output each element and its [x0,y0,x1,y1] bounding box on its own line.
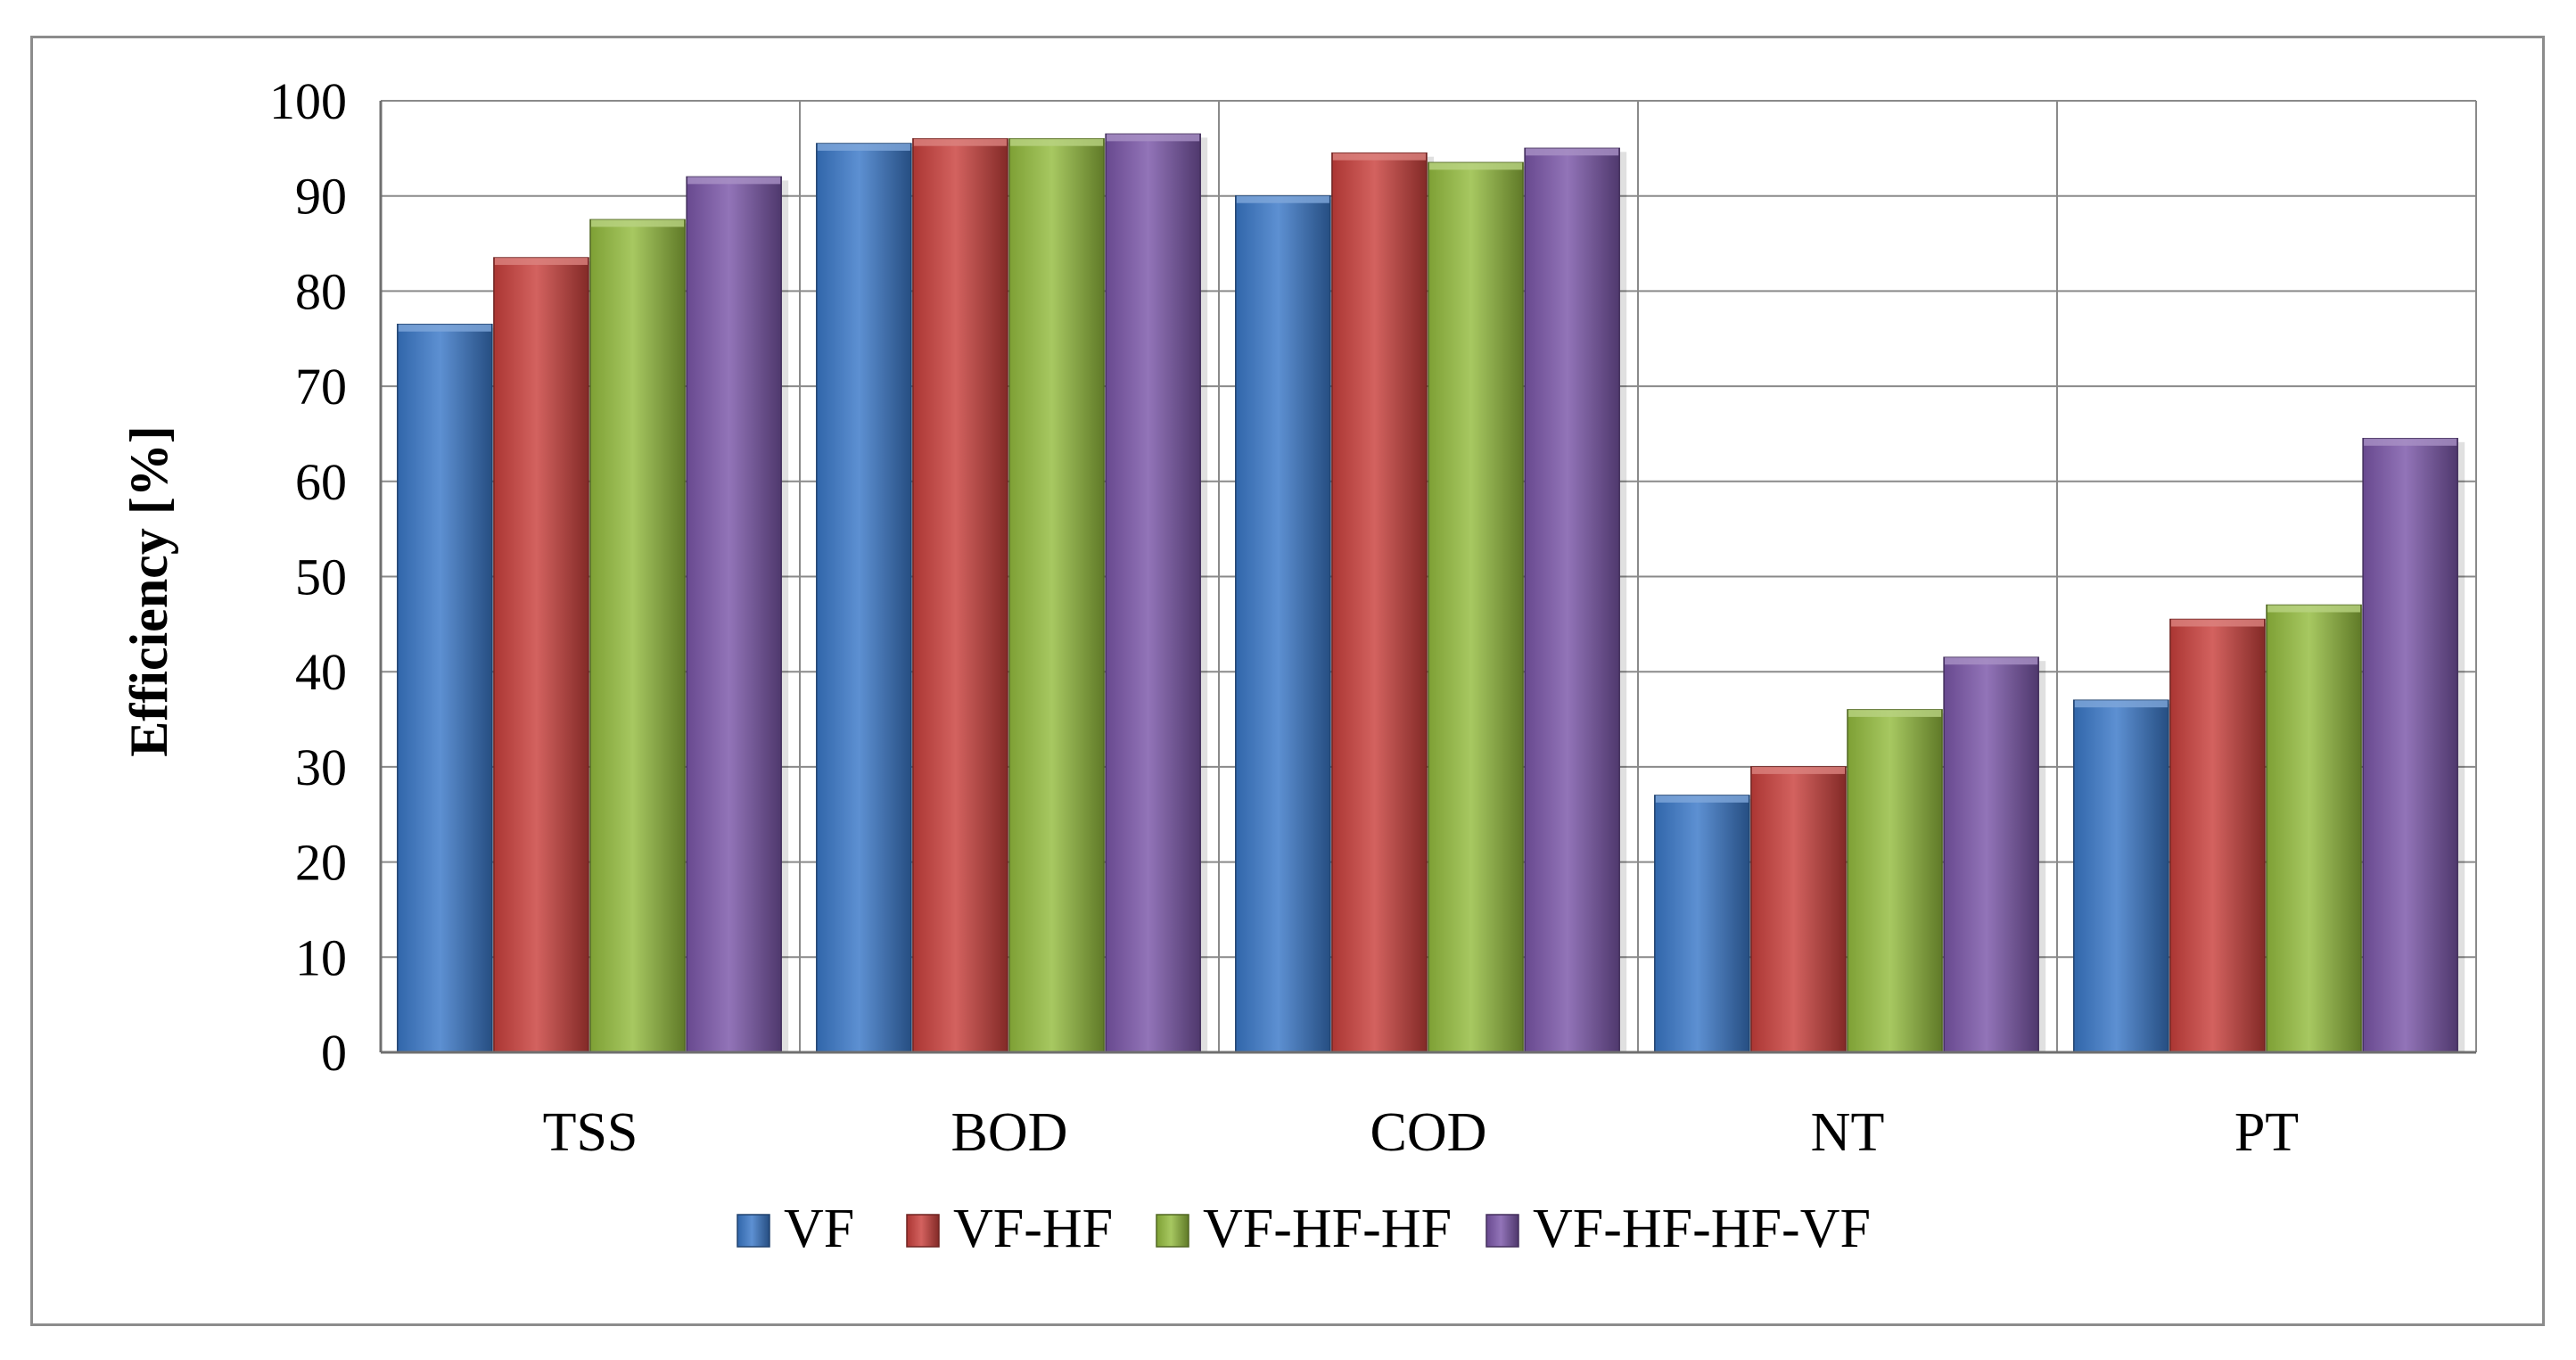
bar-top-highlight [1526,148,1619,156]
bar-top-highlight [2364,438,2457,446]
bar-top-highlight [913,138,1007,146]
bar-tss-vf-hf [493,257,589,1053]
bar-top-highlight [1655,795,1749,803]
y-tick-label: 60 [295,453,347,511]
bar-cod-vf [1235,194,1331,1053]
y-tick-label: 10 [295,928,347,986]
bar-tss-vf [397,323,493,1053]
y-tick-label: 50 [295,548,347,606]
bar-pt-vf-hf-hf-vf [2362,438,2458,1053]
y-tick-label: 30 [295,738,347,796]
bar-top-highlight [1945,657,2038,665]
bar-chart: 0 10 20 30 40 50 60 70 80 90 100 TSS BOD COD NT PT Eff… [119,72,2477,1259]
bar-top-highlight [1107,134,1200,142]
bar-cod-vf-hf-hf-vf [1524,147,1620,1053]
x-category-label: COD [1370,1102,1487,1163]
y-tick-label: 70 [295,358,347,416]
bar-top-highlight [817,144,910,152]
bar-tss-vf-hf-hf-vf [686,176,782,1053]
legend-label: VF-HF [953,1199,1113,1259]
x-category-labels: TSS BOD COD NT PT [543,1102,2300,1163]
bar-top-highlight [1751,766,1845,774]
bar-nt-vf [1654,795,1750,1053]
legend-label: VF-HF-HF-VF [1533,1199,1871,1259]
bar-top-highlight [1332,152,1426,161]
x-category-label: TSS [543,1102,638,1163]
legend: VF VF-HF VF-HF-HF VF-HF-HF-VF [737,1199,1871,1259]
y-tick-label: 90 [295,168,347,226]
y-tick-labels: 0 10 20 30 40 50 60 70 80 90 100 [269,72,347,1082]
legend-swatch [906,1214,940,1248]
legend-item-vf-hf-hf-vf: VF-HF-HF-VF [1486,1199,1871,1259]
bar-bod-vf-hf [912,137,1008,1053]
legend-label: VF [784,1199,854,1259]
bar-pt-vf [2073,699,2169,1053]
legend-swatch [1156,1214,1189,1248]
y-tick-label: 100 [269,72,347,130]
bar-top-highlight [2170,619,2264,627]
legend-item-vf-hf: VF-HF [906,1199,1113,1259]
bar-top-highlight [398,324,491,332]
chart-frame: 0 10 20 30 40 50 60 70 80 90 100 TSS BOD COD NT PT Eff… [30,36,2545,1326]
y-tick-label: 40 [295,643,347,701]
bar-top-highlight [591,219,685,227]
bar-top-highlight [1429,162,1523,170]
legend-swatch [1486,1214,1519,1248]
legend-swatch [737,1214,770,1248]
y-tick-label: 80 [295,262,347,320]
bar-top-highlight [1010,138,1104,146]
x-category-label: PT [2234,1102,2299,1163]
x-category-label: BOD [951,1102,1068,1163]
bar-bod-vf-hf-hf-vf [1105,133,1201,1053]
bar-bod-vf [816,143,912,1053]
bar-pt-vf-hf-hf [2266,604,2362,1053]
legend-item-vf: VF [737,1199,854,1259]
legend-label: VF-HF-HF [1203,1199,1452,1259]
bar-top-highlight [1848,709,1942,717]
bar-pt-vf-hf [2169,618,2266,1053]
bar-top-highlight [2074,700,2168,708]
bar-top-highlight [1236,195,1329,203]
bar-cod-vf-hf [1331,152,1428,1053]
x-category-label: NT [1811,1102,1885,1163]
y-tick-label: 20 [295,834,347,892]
y-axis-title: Efficiency [%] [119,425,178,757]
bar-nt-vf-hf-hf-vf [1943,656,2039,1053]
bar-cod-vf-hf-hf [1428,161,1524,1053]
bar-top-highlight [494,258,588,266]
bar-top-highlight [2267,605,2361,613]
bar-nt-vf-hf [1750,766,1847,1053]
y-tick-label: 0 [321,1024,347,1082]
axes [379,101,2476,1054]
bars [397,133,2465,1053]
bar-bod-vf-hf-hf [1008,137,1105,1053]
bar-tss-vf-hf-hf [589,218,686,1053]
legend-item-vf-hf-hf: VF-HF-HF [1156,1199,1452,1259]
bar-nt-vf-hf-hf [1847,709,1943,1053]
bar-top-highlight [687,177,781,185]
